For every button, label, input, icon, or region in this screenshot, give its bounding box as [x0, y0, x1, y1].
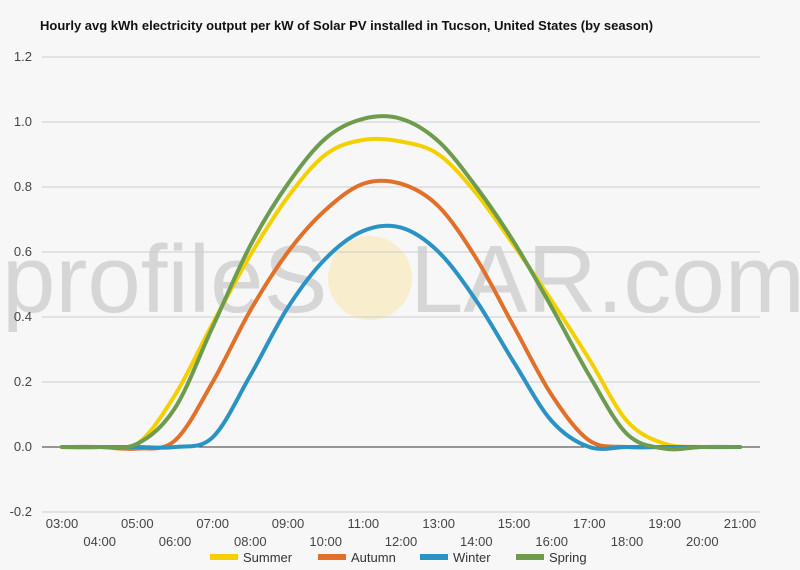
watermark-text-right: LAR.com — [410, 226, 800, 333]
series-line-winter — [60, 223, 742, 451]
x-tick-label: 08:00 — [234, 534, 267, 549]
y-tick-label: 0.2 — [14, 374, 32, 389]
x-tick-label: 03:00 — [46, 516, 79, 531]
x-tick-label: 17:00 — [573, 516, 606, 531]
y-axis: -0.2 0.0 0.2 0.4 0.6 0.8 1.0 1.2 — [10, 49, 32, 519]
y-tick-label: 1.0 — [14, 114, 32, 129]
x-tick-label: 18:00 — [611, 534, 644, 549]
legend-swatch — [516, 554, 544, 560]
legend-swatch — [318, 554, 346, 560]
y-tick-label: 1.2 — [14, 49, 32, 64]
y-tick-label: 0.4 — [14, 309, 32, 324]
x-tick-label: 15:00 — [498, 516, 531, 531]
x-tick-label: 21:00 — [724, 516, 757, 531]
x-tick-label: 14:00 — [460, 534, 493, 549]
legend-item-spring: Spring — [516, 550, 587, 565]
watermark-text-left: profileS — [2, 226, 328, 333]
x-tick-label: 04:00 — [83, 534, 116, 549]
series-line-summer — [60, 136, 742, 451]
series-lines — [60, 114, 742, 452]
y-tick-label: 0.6 — [14, 244, 32, 259]
x-tick-label: 11:00 — [348, 516, 380, 531]
series-line-spring — [60, 114, 742, 452]
x-tick-label: 07:00 — [196, 516, 229, 531]
y-tick-label: 0.0 — [14, 439, 32, 454]
legend-swatch — [210, 554, 238, 560]
x-tick-label: 12:00 — [385, 534, 418, 549]
legend-label: Summer — [243, 550, 293, 565]
legend-item-autumn: Autumn — [318, 550, 396, 565]
legend: Summer Autumn Winter Spring — [210, 550, 587, 565]
x-axis: 03:00 05:00 07:00 09:00 11:00 13:00 15:00 17:00… — [46, 516, 757, 549]
y-tick-label: 0.8 — [14, 179, 32, 194]
x-tick-label: 19:00 — [648, 516, 681, 531]
x-tick-label: 13:00 — [422, 516, 455, 531]
legend-label: Winter — [453, 550, 491, 565]
legend-item-summer: Summer — [210, 550, 293, 565]
watermark: profileS LAR.com — [2, 226, 800, 333]
y-tick-label: -0.2 — [10, 504, 32, 519]
watermark-sun — [328, 236, 412, 320]
legend-label: Autumn — [351, 550, 396, 565]
legend-swatch — [420, 554, 448, 560]
x-tick-label: 09:00 — [272, 516, 305, 531]
legend-item-winter: Winter — [420, 550, 491, 565]
x-tick-label: 10:00 — [309, 534, 342, 549]
x-tick-label: 05:00 — [121, 516, 154, 531]
x-tick-label: 06:00 — [159, 534, 192, 549]
legend-label: Spring — [549, 550, 587, 565]
x-tick-label: 20:00 — [686, 534, 719, 549]
x-tick-label: 16:00 — [535, 534, 568, 549]
chart-title: Hourly avg kWh electricity output per kW… — [40, 18, 654, 33]
